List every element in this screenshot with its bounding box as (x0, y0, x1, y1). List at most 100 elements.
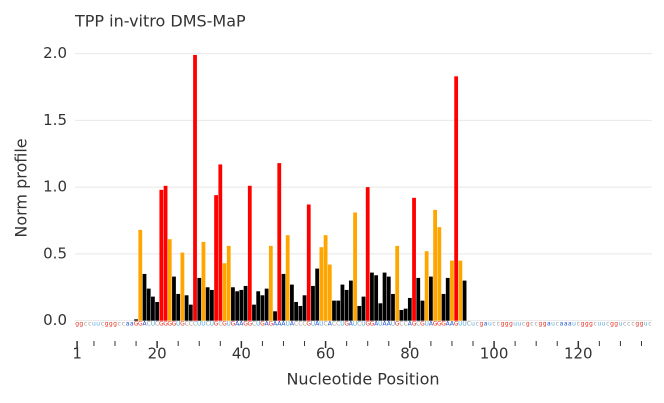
sequence-letter: U (424, 321, 428, 328)
sequence-letter: g (109, 321, 113, 328)
sequence-letter: a (560, 321, 564, 328)
sequence-letter: G (412, 321, 417, 328)
sequence-letter: a (547, 321, 551, 328)
sequence-letter: C (206, 321, 210, 328)
sequence-letter: u (644, 321, 648, 328)
bar (437, 227, 442, 321)
bar (332, 300, 336, 321)
bar (205, 287, 210, 321)
sequence-letter: U (462, 321, 466, 328)
sequence-letter: G (370, 321, 375, 328)
sequence-letter: C (193, 321, 197, 328)
sequence-letter: U (458, 321, 462, 328)
sequence-letter: A (328, 321, 333, 328)
sequence-letter: c (535, 321, 538, 328)
sequence-letter: u (471, 321, 475, 328)
x-tick-label: 1 (72, 345, 82, 363)
sequence-letter: u (92, 321, 96, 328)
bar (428, 276, 433, 321)
sequence-letter: G (231, 321, 236, 328)
sequence-letter: C (298, 321, 302, 328)
sequence-letter: A (277, 321, 282, 328)
bar (222, 263, 227, 321)
sequence-letter: u (597, 321, 601, 328)
sequence-letter: G (344, 321, 349, 328)
sequence-letter: U (353, 321, 357, 328)
bar (433, 209, 437, 321)
sequence-letter: u (551, 321, 555, 328)
bar (382, 272, 387, 321)
sequence-letter: G (159, 321, 164, 328)
y-axis-label: Norm profile (12, 138, 31, 237)
sequence-letter: A (142, 321, 147, 328)
sequence-letter: A (281, 321, 286, 328)
sequence-letter: A (290, 321, 295, 328)
y-tick-label: 1.0 (43, 178, 67, 196)
sequence-letter: A (408, 321, 413, 328)
sequence-letter: U (197, 321, 201, 328)
bar (235, 291, 240, 321)
sequence-letter: C (416, 321, 420, 328)
sequence-letter: g (505, 321, 509, 328)
sequence-letter: C (147, 321, 151, 328)
sequence-letter: C (218, 321, 222, 328)
bar (412, 197, 416, 321)
sequence-letter: c (623, 321, 626, 328)
sequence-letter: c (556, 321, 559, 328)
y-tick-label: 2.0 (43, 44, 67, 62)
sequence-letter: A (349, 321, 354, 328)
sequence-letter: g (526, 321, 530, 328)
sequence-letter: U (378, 321, 382, 328)
sequence-letter: G (365, 321, 370, 328)
bar (285, 235, 290, 321)
sequence-letter: C (323, 321, 327, 328)
sequence-letter: G (134, 321, 139, 328)
bar (454, 76, 459, 321)
bar (281, 273, 286, 321)
bar (370, 272, 374, 321)
sequence-letter: c (530, 321, 533, 328)
sequence-letter: G (433, 321, 438, 328)
sequence-letter: G (163, 321, 168, 328)
x-tick-label: 80 (400, 345, 419, 363)
sequence-letter: A (383, 321, 388, 328)
bar (167, 239, 172, 321)
sequence-letter: G (222, 321, 227, 328)
sequence-letter: c (606, 321, 609, 328)
bar (458, 260, 463, 321)
bar (450, 260, 454, 321)
bar (184, 295, 189, 321)
sequence-letter: C (399, 321, 403, 328)
sequence-letter: c (122, 321, 125, 328)
bar (311, 285, 315, 321)
sequence-letter: g (581, 321, 585, 328)
sequence-letter: c (88, 321, 91, 328)
sequence-letter: U (311, 321, 315, 328)
sequence-letter: g (585, 321, 589, 328)
sequence-letter: G (420, 321, 425, 328)
y-tick-label: 1.5 (43, 111, 67, 129)
sequence-letter: A (239, 321, 244, 328)
bar (306, 204, 311, 321)
bar (138, 229, 143, 321)
sequence-letter: C (404, 321, 408, 328)
bar (231, 287, 235, 321)
sequence-letter: C (155, 321, 159, 328)
bar (395, 245, 400, 321)
sequence-letter: c (522, 321, 525, 328)
sequence-letter: u (488, 321, 492, 328)
sequence-letter: U (151, 321, 155, 328)
sequence-letter: c (577, 321, 580, 328)
sequence-letter: G (269, 321, 274, 328)
bar (319, 247, 324, 321)
bar (407, 297, 412, 321)
bar (159, 189, 164, 321)
bar (365, 187, 370, 321)
chart-title: TPP in-vitro DMS-MaP (74, 12, 246, 31)
bar (176, 293, 181, 321)
sequence-letter: a (564, 321, 568, 328)
sequence-letter: U (340, 321, 344, 328)
bar (336, 300, 341, 321)
bar (146, 288, 151, 321)
bar (416, 277, 421, 321)
